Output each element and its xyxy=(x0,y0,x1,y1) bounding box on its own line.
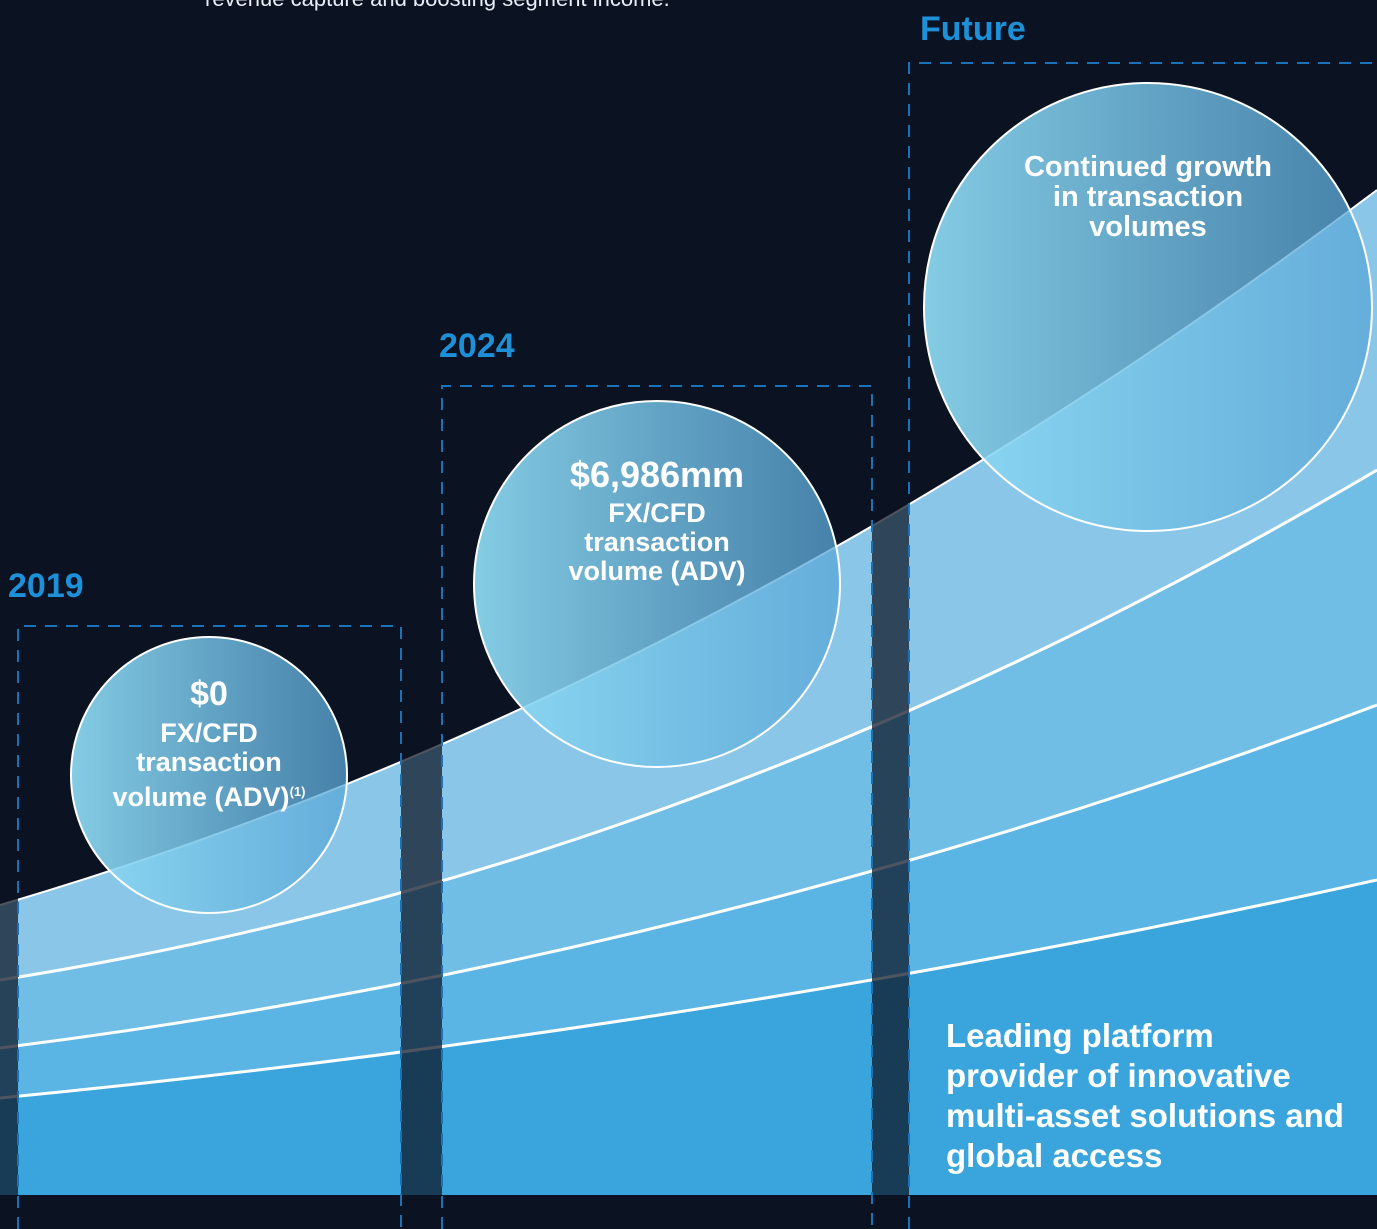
base xyxy=(0,1195,1377,1229)
label: FX/CFD transaction volume (ADV) xyxy=(568,498,746,586)
footnote-mark: (1) xyxy=(289,784,306,799)
label: Continued growth in transaction volumes xyxy=(1023,151,1273,243)
value: $6,986mm xyxy=(569,454,745,495)
intro-text: revenue capture and boosting segment inc… xyxy=(205,0,670,12)
dashed-frames xyxy=(17,62,1377,1229)
year: Future xyxy=(920,10,1026,48)
label: FX/CFD transaction volume (ADV)(1) xyxy=(99,719,319,812)
label-text: FX/CFD transaction volume (ADV) xyxy=(112,718,290,812)
column-gaps xyxy=(0,150,909,1229)
year: 2024 xyxy=(439,327,515,365)
footer-text: Leading platform provider of innovative … xyxy=(946,1017,1344,1174)
value: $0 xyxy=(190,675,228,713)
bubbles xyxy=(70,82,1373,914)
year: 2019 xyxy=(8,567,84,605)
